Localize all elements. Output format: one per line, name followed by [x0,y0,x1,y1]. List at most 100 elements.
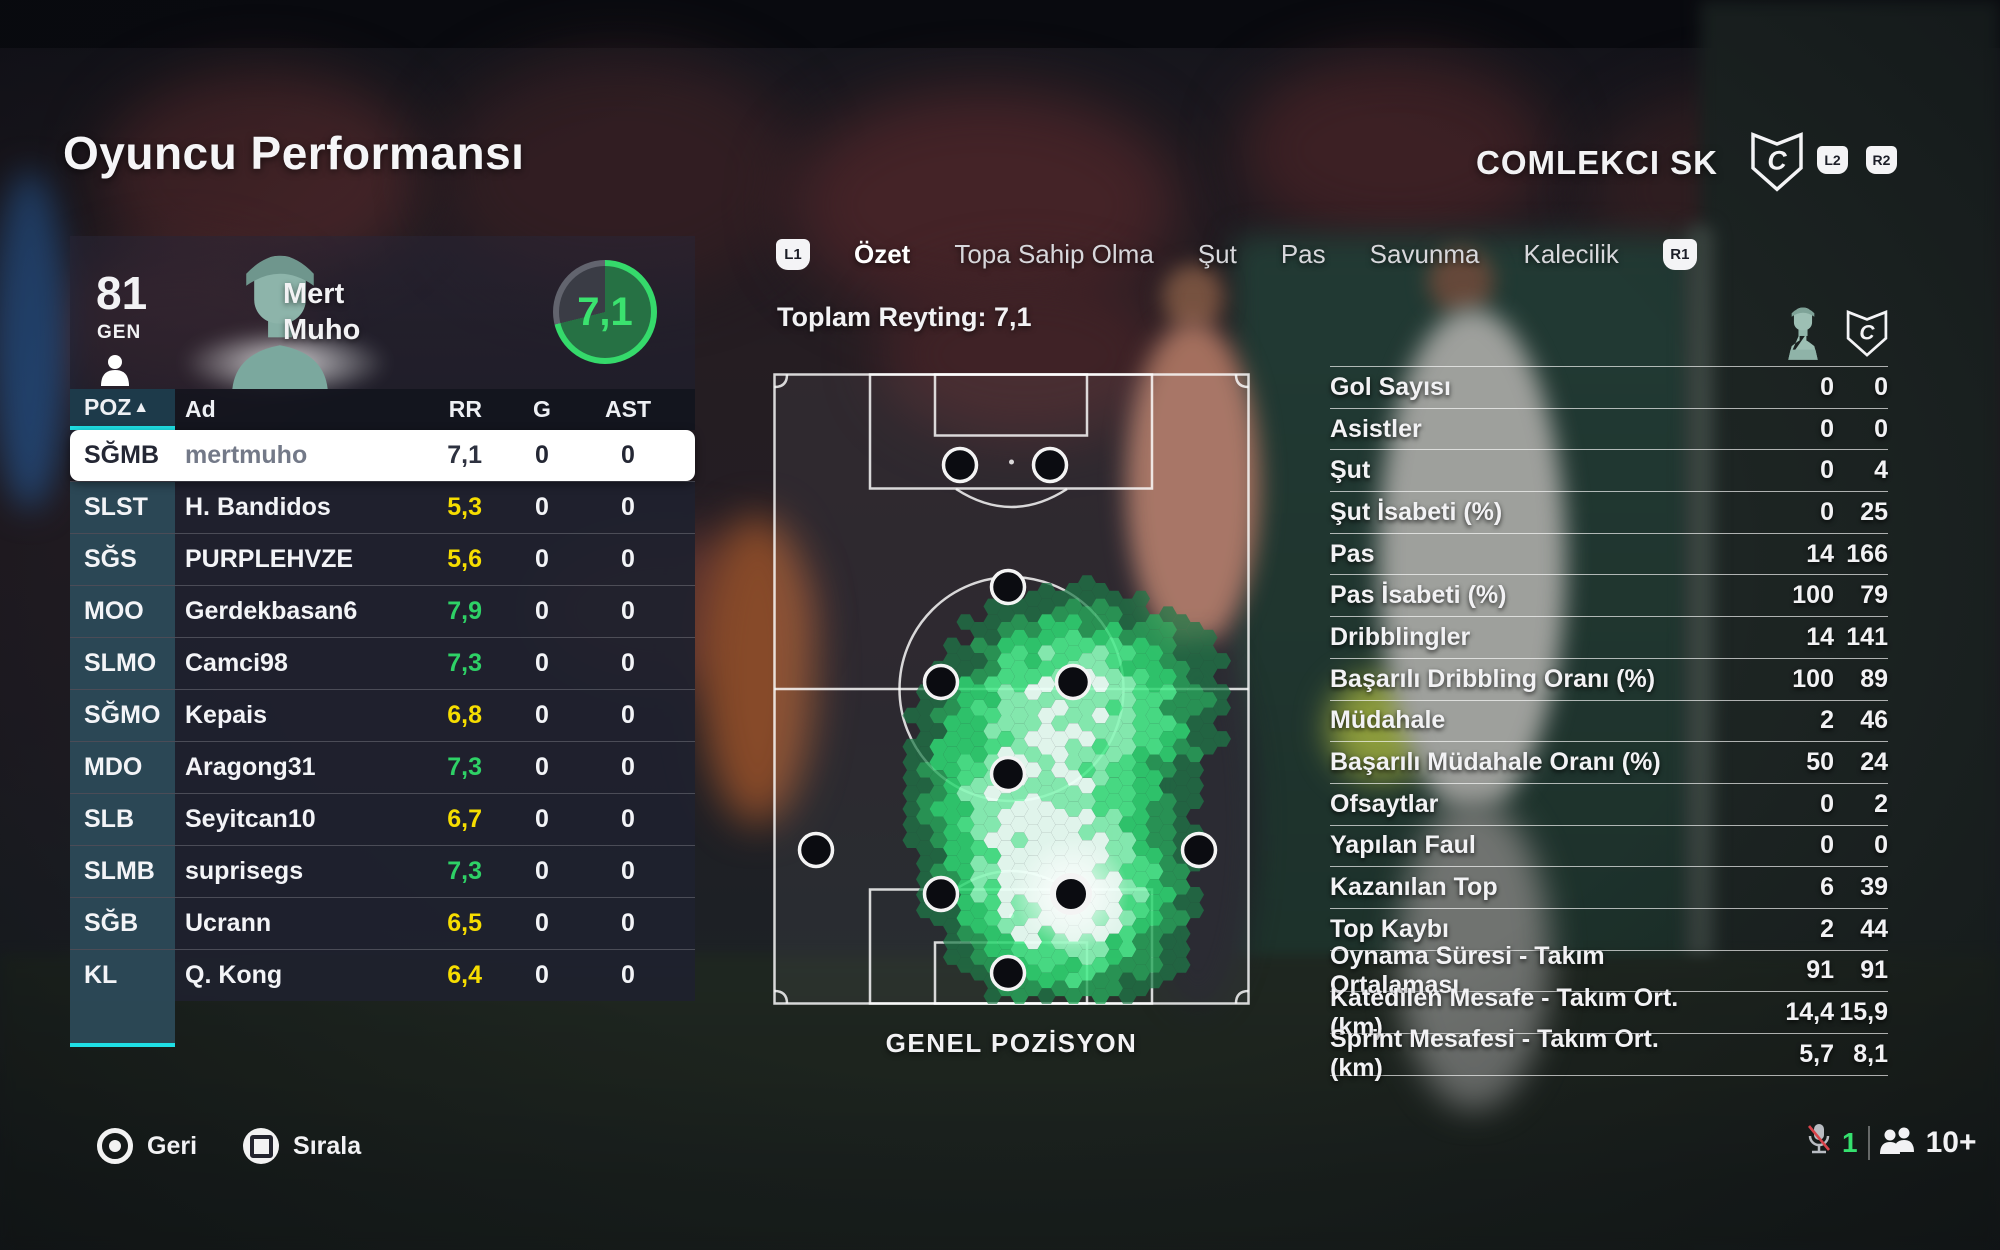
voice-party-widget[interactable]: 1 10+ [1806,1122,1976,1163]
column-header-goals[interactable]: G [533,396,551,422]
cell-goals: 0 [535,909,549,937]
stats-column-icons: C [1330,304,1888,362]
cell-goals: 0 [535,753,549,781]
stat-row: Top Kaybı 2 44 [1330,907,1888,950]
stat-label: Top Kaybı [1330,914,1449,943]
table-row[interactable]: SĞMO Kepais 6,8 0 0 [70,689,695,741]
table-row[interactable]: MDO Aragong31 7,3 0 0 [70,741,695,793]
cell-match-rating: 7,1 [447,441,482,469]
stat-player-value: 14,4 [1785,998,1834,1027]
stat-label: Pas İsabeti (%) [1330,581,1507,610]
stat-label: Şut [1330,456,1371,485]
stat-row: Pas İsabeti (%) 100 79 [1330,574,1888,616]
stat-team-value: 39 [1860,873,1888,902]
cell-position: SĞB [70,898,175,949]
cell-player-name: Q. Kong [185,961,283,989]
back-button[interactable]: Geri [97,1128,197,1164]
table-row[interactable]: SLST H. Bandidos 5,3 0 0 [70,481,695,533]
column-header-name[interactable]: Ad [185,396,216,422]
player-dot [922,875,960,913]
l2-trigger-badge[interactable]: L2 [1817,146,1848,174]
table-row[interactable]: MOO Gerdekbasan6 7,9 0 0 [70,585,695,637]
stat-player-value: 0 [1820,414,1834,443]
cell-position: SLST [70,482,175,533]
table-row[interactable]: SĞS PURPLEHVZE 5,6 0 0 [70,533,695,585]
cell-player-name: PURPLEHVZE [185,545,354,573]
column-header-assists[interactable]: AST [605,396,651,422]
total-rating-label: Toplam Reyting: 7,1 [777,302,1032,332]
cell-player-name: Seyitcan10 [185,805,316,833]
cell-position: MDO [70,742,175,793]
stat-team-value: 0 [1874,372,1888,401]
voice-count: 1 [1842,1126,1858,1158]
cell-position: MOO [70,586,175,637]
table-row-selected[interactable]: SĞMB mertmuho 7,1 0 0 [70,430,695,481]
table-row[interactable]: SLMO Camci98 7,3 0 0 [70,637,695,689]
cell-assists: 0 [621,753,635,781]
cell-player-name: Aragong31 [185,753,316,781]
cell-match-rating: 6,5 [447,909,482,937]
stat-player-value: 100 [1792,664,1834,693]
circle-button-icon [97,1128,133,1164]
tab-1[interactable]: Özet [854,238,911,269]
pitch-caption: GENEL POZİSYON [885,1028,1138,1058]
cell-assists: 0 [621,701,635,729]
stat-player-value: 0 [1820,831,1834,860]
stat-player-value: 50 [1806,748,1834,777]
cell-goals: 0 [535,441,549,469]
stat-player-value: 0 [1820,456,1834,485]
tab-4[interactable]: Pas [1280,238,1326,269]
overall-rating-label: GEN [97,322,142,343]
cell-player-name: Kepais [185,701,267,729]
team-column-icon: C [1846,306,1888,363]
stat-team-value: 46 [1860,706,1888,735]
player-dot [941,446,979,484]
sort-button[interactable]: Sırala [243,1128,361,1164]
l1-bumper-badge[interactable]: L1 [776,238,810,270]
footer-actions: Geri Sırala [97,1128,361,1164]
stat-label: Müdahale [1330,706,1446,735]
person-icon [98,354,132,391]
cell-match-rating: 5,3 [447,493,482,521]
pitch-heatmap [773,373,1250,1005]
stat-label: Başarılı Müdahale Oranı (%) [1330,748,1661,777]
overall-rating: 81 [96,267,148,319]
column-header-pos[interactable]: POZ ▲ [70,389,175,430]
cell-assists: 0 [621,493,635,521]
table-row[interactable]: SLB Seyitcan10 6,7 0 0 [70,793,695,845]
player-position-dots [797,446,1218,992]
stat-team-value: 91 [1860,956,1888,985]
tab-2[interactable]: Topa Sahip Olma [954,238,1154,269]
stat-team-value: 0 [1874,414,1888,443]
mic-muted-icon [1806,1122,1832,1163]
table-row[interactable]: SLMB suprisegs 7,3 0 0 [70,845,695,897]
stat-team-value: 2 [1874,789,1888,818]
cell-match-rating: 5,6 [447,545,482,573]
stat-player-value: 14 [1806,539,1834,568]
r1-bumper-badge[interactable]: R1 [1662,238,1697,270]
stat-player-value: 6 [1820,873,1834,902]
stat-row: Şut 0 4 [1330,449,1888,491]
player-card: 81 GEN Mert Muho 7,1 [70,236,695,398]
stat-label: Oynama Süresi - Takım Ortalaması [1330,941,1605,999]
stat-team-value: 25 [1860,497,1888,526]
stat-row: Dribblingler 14 141 [1330,616,1888,658]
tab-6[interactable]: Kalecilik [1523,238,1619,269]
player-name: Mert Muho [283,276,360,348]
stat-label: Başarılı Dribbling Oranı (%) [1330,664,1656,693]
stat-row: Katedilen Mesafe - Takım Ort. (km) 14,4 15… [1330,984,1888,1041]
column-header-rating[interactable]: RR [448,396,482,422]
tab-3[interactable]: Şut [1197,238,1237,269]
cell-assists: 0 [621,857,635,885]
square-button-icon [243,1128,280,1164]
tab-5[interactable]: Savunma [1369,238,1480,269]
table-row[interactable]: SĞB Ucrann 6,5 0 0 [70,897,695,949]
cell-player-name: Camci98 [185,649,288,677]
stat-label: Pas [1330,539,1375,568]
r2-trigger-badge[interactable]: R2 [1866,146,1897,174]
table-row[interactable]: KL Q. Kong 6,4 0 0 [70,949,695,1001]
cell-assists: 0 [621,961,635,989]
stat-player-value: 5,7 [1799,1039,1834,1068]
stat-row: Ofsaytlar 0 2 [1330,782,1888,825]
player-last-name: Muho [283,314,361,346]
